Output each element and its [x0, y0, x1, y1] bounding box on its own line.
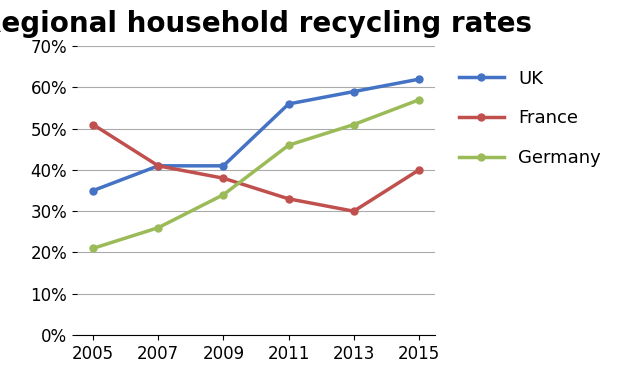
France [220, 176, 227, 181]
France [350, 209, 358, 214]
Line: France: France [90, 121, 422, 215]
Germany [285, 143, 292, 147]
Germany [89, 246, 97, 251]
Germany [350, 122, 358, 127]
UK [350, 89, 358, 94]
France [285, 196, 292, 201]
UK [154, 164, 162, 168]
Germany [154, 225, 162, 230]
Germany [415, 97, 423, 102]
France [415, 167, 423, 172]
Legend: UK, France, Germany: UK, France, Germany [459, 70, 601, 167]
UK [89, 188, 97, 193]
Germany [220, 192, 227, 197]
France [89, 122, 97, 127]
France [154, 164, 162, 168]
UK [415, 77, 423, 82]
Line: UK: UK [90, 76, 422, 194]
Title: Regional household recycling rates: Regional household recycling rates [0, 10, 532, 38]
UK [285, 102, 292, 106]
UK [220, 164, 227, 168]
Line: Germany: Germany [90, 96, 422, 252]
